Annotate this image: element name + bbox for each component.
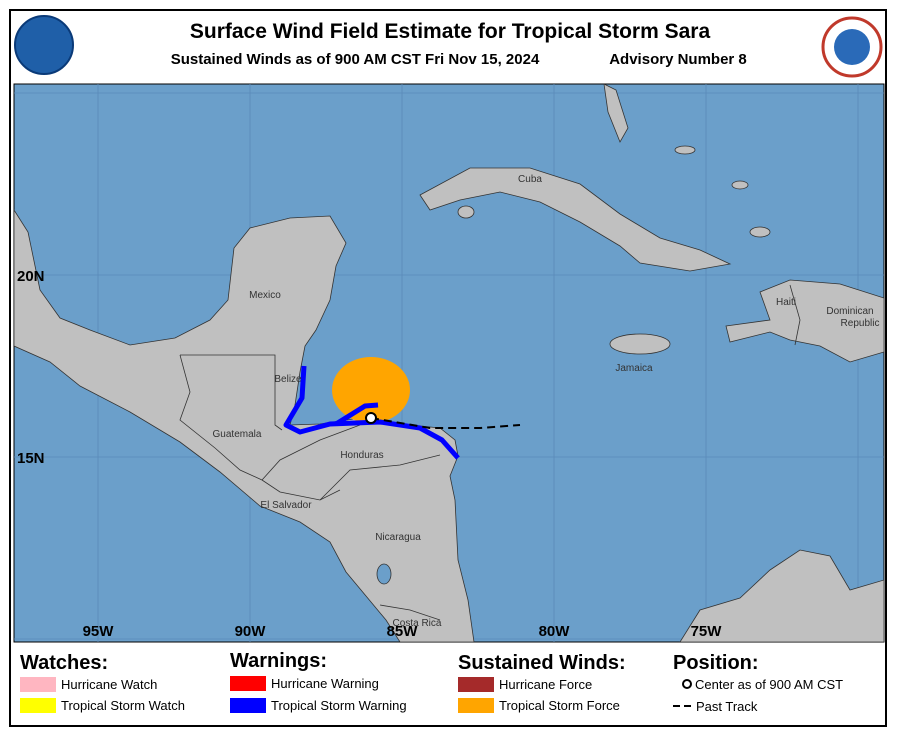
lat-label: 20N	[17, 268, 45, 285]
legend-label: Hurricane Warning	[271, 676, 379, 691]
legend-label: Tropical Storm Warning	[271, 698, 407, 713]
place-label: Dominican	[826, 306, 873, 317]
place-label: El Salvador	[260, 500, 312, 511]
ts-force-wind-field	[332, 357, 410, 423]
noaa-logo	[14, 15, 74, 75]
island	[731, 180, 749, 190]
lake	[376, 563, 392, 585]
legend-swatch	[458, 698, 494, 713]
legend-label: Hurricane Watch	[61, 677, 157, 692]
ts-warning	[283, 365, 460, 460]
legend-symbol	[682, 679, 692, 689]
legend-swatch	[458, 677, 494, 692]
advisory: Advisory Number 8	[609, 51, 747, 68]
legend-label: Tropical Storm Watch	[61, 698, 185, 713]
legend-swatch	[20, 677, 56, 692]
lat-label: 15N	[17, 450, 45, 467]
legend-title: Position:	[673, 652, 759, 674]
border	[319, 454, 441, 501]
lon-label: 90W	[235, 623, 267, 640]
legend-label: Past Track	[696, 699, 758, 714]
place-label: Costa Rica	[393, 618, 442, 629]
place-label: Guatemala	[213, 429, 262, 440]
cuba	[419, 167, 732, 272]
legend-title: Watches:	[20, 652, 108, 674]
legend-label: Hurricane Force	[499, 677, 592, 692]
subtitle: Sustained Winds as of 900 AM CST Fri Nov…	[171, 51, 540, 68]
place-label: Haiti	[776, 297, 796, 308]
border	[789, 284, 801, 346]
legend-label: Tropical Storm Force	[499, 698, 620, 713]
florida	[603, 84, 629, 143]
south-america	[679, 549, 884, 642]
place-label: Jamaica	[615, 363, 653, 374]
legend-title: Warnings:	[230, 650, 327, 672]
border	[180, 354, 283, 431]
place-label: Nicaragua	[375, 532, 421, 543]
ts-warning	[334, 402, 379, 427]
legend-swatch	[20, 698, 56, 713]
legend-swatch	[230, 676, 266, 691]
storm-center	[365, 412, 377, 424]
border	[179, 354, 361, 481]
lon-label: 95W	[83, 623, 115, 640]
legend-label: Center as of 900 AM CST	[695, 677, 843, 692]
place-label: Cuba	[518, 174, 542, 185]
lon-label: 85W	[387, 623, 419, 640]
title: Surface Wind Field Estimate for Tropical…	[190, 20, 711, 43]
border	[379, 604, 441, 621]
jamaica	[609, 333, 671, 355]
lon-label: 75W	[691, 623, 723, 640]
border	[261, 479, 341, 501]
place-label: Mexico	[249, 290, 281, 301]
place-label: Honduras	[340, 450, 383, 461]
legend-title: Sustained Winds:	[458, 652, 626, 674]
past-track	[370, 417, 521, 429]
island	[749, 226, 771, 238]
island	[674, 145, 696, 155]
lon-label: 80W	[539, 623, 571, 640]
place-label: Belize	[274, 374, 302, 385]
hispaniola	[725, 279, 884, 363]
legend-swatch	[230, 698, 266, 713]
isle-of-youth	[457, 205, 475, 219]
nws-logo-inner	[834, 29, 870, 65]
legend: Watches: Hurricane Watch Tropical Storm …	[20, 650, 843, 714]
map: Cuba Mexico Belize Guatemala Honduras El…	[13, 83, 885, 643]
place-label: Republic	[841, 318, 880, 329]
